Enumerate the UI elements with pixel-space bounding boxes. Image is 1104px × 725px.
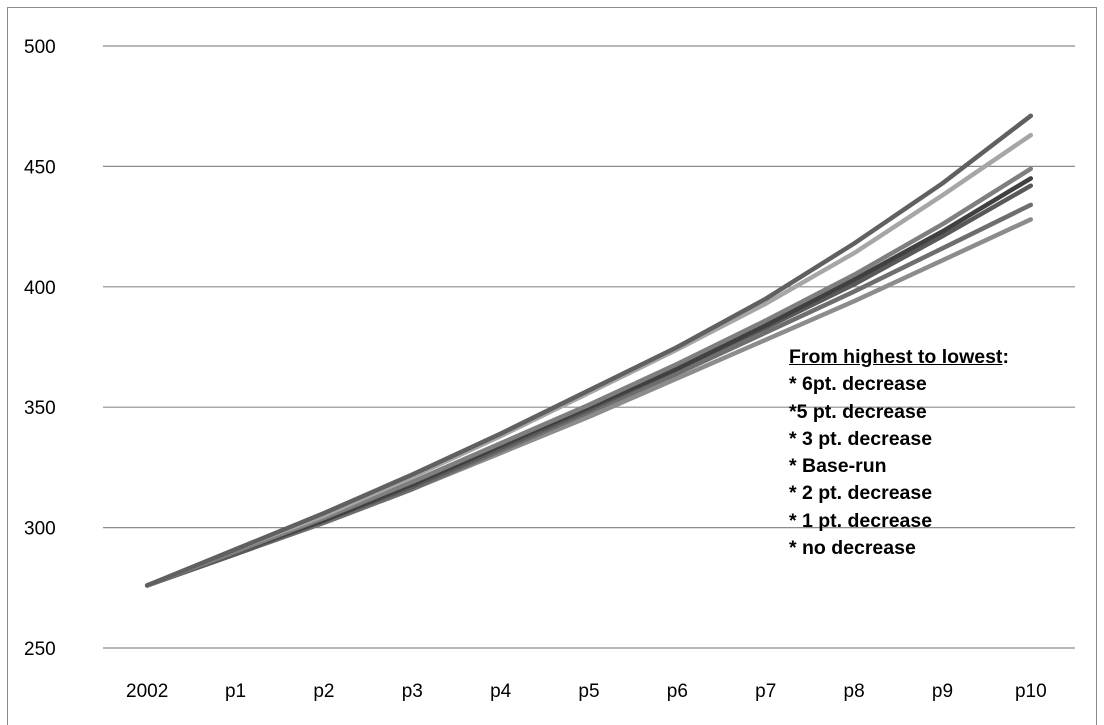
x-tick-label: 2002 (126, 681, 168, 702)
x-tick-label: p3 (402, 681, 423, 702)
x-tick-label: p2 (313, 681, 334, 702)
series-line-1 (144, 113, 1034, 588)
x-tick-label: p8 (844, 681, 865, 702)
annotation-heading-line: From highest to lowest: (789, 344, 1009, 371)
x-tick-label: p4 (490, 681, 512, 702)
x-tick-label: p7 (755, 681, 776, 702)
annotation-item: * no decrease (789, 537, 916, 560)
series-lines (144, 113, 1034, 588)
x-axis-tick-labels: 2002 p1 p2 p3 p4 p5 p6 p7 p8 p9 p10 (126, 681, 1047, 702)
x-tick-label: p5 (578, 681, 599, 702)
annotation-item: * Base-run (789, 455, 887, 478)
x-tick-label: p1 (225, 681, 246, 702)
annotation-heading: From highest to lowest (789, 346, 1003, 368)
annotation-item: * 6pt. decrease (789, 373, 927, 396)
x-tick-label: p10 (1015, 681, 1047, 702)
series-order-annotation: From highest to lowest: * 6pt. decrease … (789, 344, 1009, 562)
y-axis-tick-labels: 250 300 350 400 450 500 (24, 37, 56, 660)
x-tick-label: p9 (932, 681, 953, 702)
annotation-item: * 1 pt. decrease (789, 509, 933, 532)
y-tick-label: 400 (24, 278, 56, 299)
y-tick-label: 250 (24, 639, 56, 660)
annotation-item: * 3 pt. decrease (789, 427, 933, 450)
y-tick-label: 500 (24, 37, 56, 58)
annotation-item: * 2 pt. decrease (789, 482, 933, 505)
y-tick-label: 450 (24, 157, 56, 178)
chart-frame (7, 7, 1097, 725)
x-tick-label: p6 (667, 681, 688, 702)
annotation-item: *5 pt. decrease (789, 400, 927, 423)
y-tick-label: 350 (24, 398, 56, 419)
annotation-heading-suffix: : (1002, 346, 1009, 368)
y-tick-label: 300 (24, 519, 56, 540)
